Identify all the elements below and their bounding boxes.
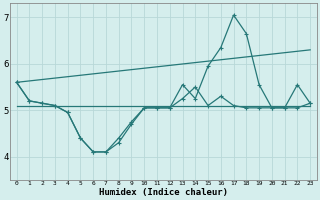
X-axis label: Humidex (Indice chaleur): Humidex (Indice chaleur) — [99, 188, 228, 197]
